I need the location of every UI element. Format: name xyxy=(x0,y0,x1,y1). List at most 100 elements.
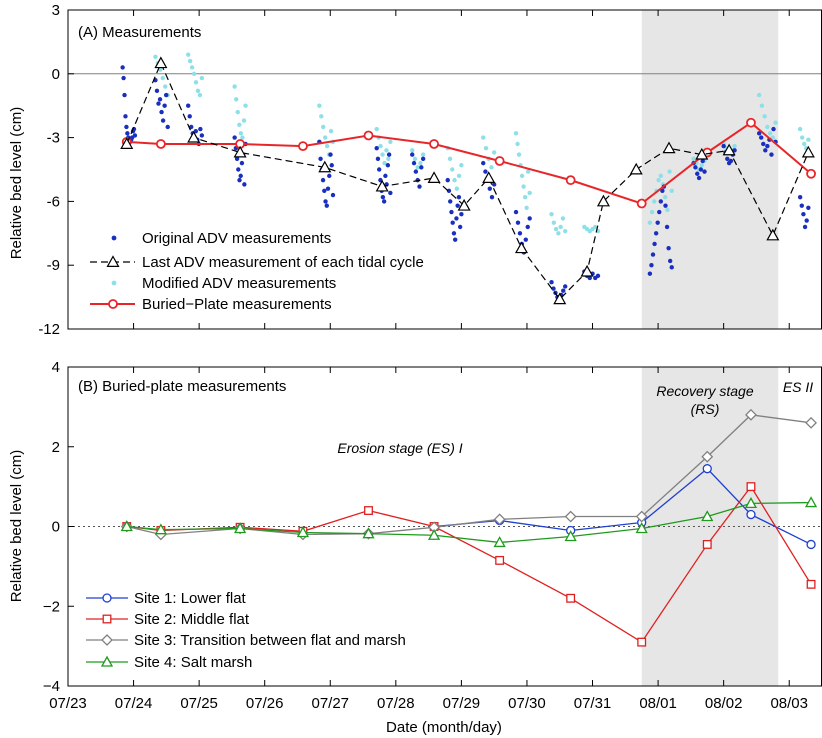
x-tick-label: 07/24 xyxy=(115,695,153,712)
x-tick-label: 07/25 xyxy=(180,695,218,712)
buried-plate-point xyxy=(363,130,374,141)
modified-adv-point xyxy=(319,114,324,119)
site-point xyxy=(234,522,247,534)
site-point xyxy=(746,482,756,492)
modified-adv-point xyxy=(317,103,322,108)
modified-adv-point xyxy=(153,54,158,59)
buried-plate-point xyxy=(565,175,576,186)
modified-adv-point xyxy=(524,205,529,210)
modified-adv-point xyxy=(765,124,770,130)
buried-plate-point xyxy=(298,141,308,152)
modified-adv-point xyxy=(384,148,389,153)
buried-plate-point xyxy=(494,156,505,166)
modified-adv-point xyxy=(797,126,803,132)
modified-adv-point xyxy=(322,135,328,140)
original-adv-point xyxy=(487,186,493,191)
last-adv-point xyxy=(187,130,201,143)
y-tick-label: 4 xyxy=(52,359,60,376)
modified-adv-point xyxy=(553,226,559,232)
modified-adv-point xyxy=(513,131,519,136)
site-point xyxy=(154,523,167,535)
site-point xyxy=(101,634,113,646)
modified-adv-point xyxy=(806,137,811,142)
last-adv-point xyxy=(722,143,736,156)
original-adv-point xyxy=(525,224,530,230)
site-point xyxy=(806,539,816,550)
x-tick-label: 07/27 xyxy=(311,695,349,712)
modified-adv-point xyxy=(516,152,522,157)
modified-adv-point xyxy=(324,143,330,149)
original-adv-point xyxy=(700,158,705,164)
modified-adv-point xyxy=(328,129,334,134)
original-adv-point xyxy=(193,129,198,134)
site-point xyxy=(635,510,648,523)
original-adv-point xyxy=(445,177,450,183)
modified-adv-point xyxy=(732,143,737,149)
original-adv-point xyxy=(124,124,129,130)
original-adv-point xyxy=(666,245,671,251)
original-adv-point xyxy=(327,173,332,179)
original-adv-point xyxy=(459,211,464,217)
original-adv-point xyxy=(120,65,125,70)
original-adv-point xyxy=(198,126,203,132)
original-adv-point xyxy=(160,118,166,123)
legend-marker xyxy=(111,235,117,241)
original-adv-point xyxy=(801,211,806,217)
modified-adv-point xyxy=(454,186,460,191)
original-adv-point xyxy=(806,205,811,210)
original-adv-point xyxy=(489,194,495,200)
legend-label: Buried−Plate measurements xyxy=(142,296,332,313)
last-adv-point xyxy=(457,198,471,211)
last-adv-point xyxy=(662,141,676,154)
modified-adv-point xyxy=(667,169,672,174)
site-point xyxy=(806,579,816,589)
panel-a-legend: Original ADV measurements Last ADV measur… xyxy=(90,230,424,313)
legend-label: Site 4: Salt marsh xyxy=(134,654,252,671)
buried-plate-point xyxy=(806,168,816,179)
modified-adv-point xyxy=(238,131,244,136)
original-adv-point xyxy=(320,177,326,183)
original-adv-point xyxy=(483,169,488,174)
modified-adv-point xyxy=(235,109,240,115)
original-adv-point xyxy=(481,160,486,166)
modified-adv-point xyxy=(240,135,245,140)
site-point xyxy=(495,555,505,565)
original-adv-point xyxy=(549,280,554,285)
original-adv-point xyxy=(132,133,138,138)
modified-adv-point xyxy=(527,190,532,196)
modified-adv-point xyxy=(243,103,248,108)
x-tick-label: 08/01 xyxy=(639,695,677,712)
modified-adv-point xyxy=(456,173,462,179)
original-adv-point xyxy=(374,146,379,151)
modified-adv-point xyxy=(658,173,664,179)
site-point xyxy=(701,450,714,463)
site-point xyxy=(701,510,714,522)
modified-adv-point xyxy=(195,88,201,94)
original-adv-point xyxy=(324,203,329,208)
panel-a-plot-area xyxy=(120,52,816,305)
last-adv-point xyxy=(580,264,594,277)
original-adv-point xyxy=(765,143,770,149)
x-tick-label: 07/28 xyxy=(377,695,415,712)
original-adv-point xyxy=(799,203,804,208)
x-axis-label: Date (month/day) xyxy=(386,719,502,736)
modified-adv-point xyxy=(799,135,805,140)
legend-marker xyxy=(106,255,120,267)
original-adv-point xyxy=(725,156,730,162)
original-adv-point xyxy=(669,265,674,270)
original-adv-point xyxy=(163,92,169,98)
original-adv-point xyxy=(420,156,426,162)
modified-adv-point xyxy=(756,92,762,98)
y-tick-label: -3 xyxy=(47,130,60,147)
x-tick-label: 08/02 xyxy=(705,695,743,712)
y-tick-label: 2 xyxy=(52,439,60,456)
last-adv-point xyxy=(318,160,332,173)
original-adv-point xyxy=(199,133,205,138)
buried-plate-line xyxy=(126,121,812,205)
original-adv-point xyxy=(551,286,556,291)
modified-adv-point xyxy=(199,75,205,81)
original-adv-point xyxy=(154,88,160,94)
original-adv-point xyxy=(763,148,768,153)
panel-b-x-axis: 07/23 07/24 07/25 07/26 07/27 07/28 07/29 07/30… xyxy=(49,367,808,712)
modified-adv-point xyxy=(481,135,486,140)
